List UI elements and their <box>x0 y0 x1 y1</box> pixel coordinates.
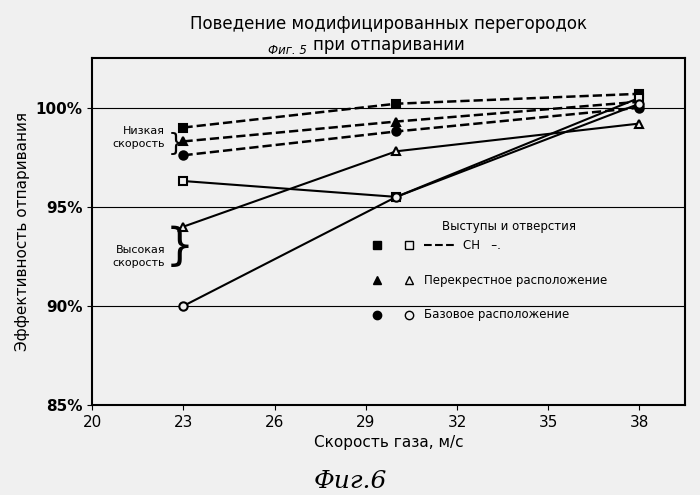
Text: Низкая
скорость: Низкая скорость <box>113 126 165 148</box>
Y-axis label: Эффективность отпаривания: Эффективность отпаривания <box>15 112 30 351</box>
Text: Фиг.6: Фиг.6 <box>314 470 386 493</box>
Text: {: { <box>162 129 178 153</box>
Text: Выступы и отверстия: Выступы и отверстия <box>442 220 576 233</box>
Title: Поведение модифицированных перегородок
при отпаривании: Поведение модифицированных перегородок п… <box>190 15 587 54</box>
X-axis label: Скорость газа, м/с: Скорость газа, м/с <box>314 435 463 450</box>
Text: Перекрестное расположение: Перекрестное расположение <box>424 274 608 287</box>
Text: {: { <box>155 222 184 265</box>
Text: Фиг. 5: Фиг. 5 <box>268 45 307 57</box>
Text: Высокая
скорость: Высокая скорость <box>113 245 165 268</box>
Text: СН   –.: СН –. <box>463 239 500 252</box>
Text: Базовое расположение: Базовое расположение <box>424 308 570 321</box>
